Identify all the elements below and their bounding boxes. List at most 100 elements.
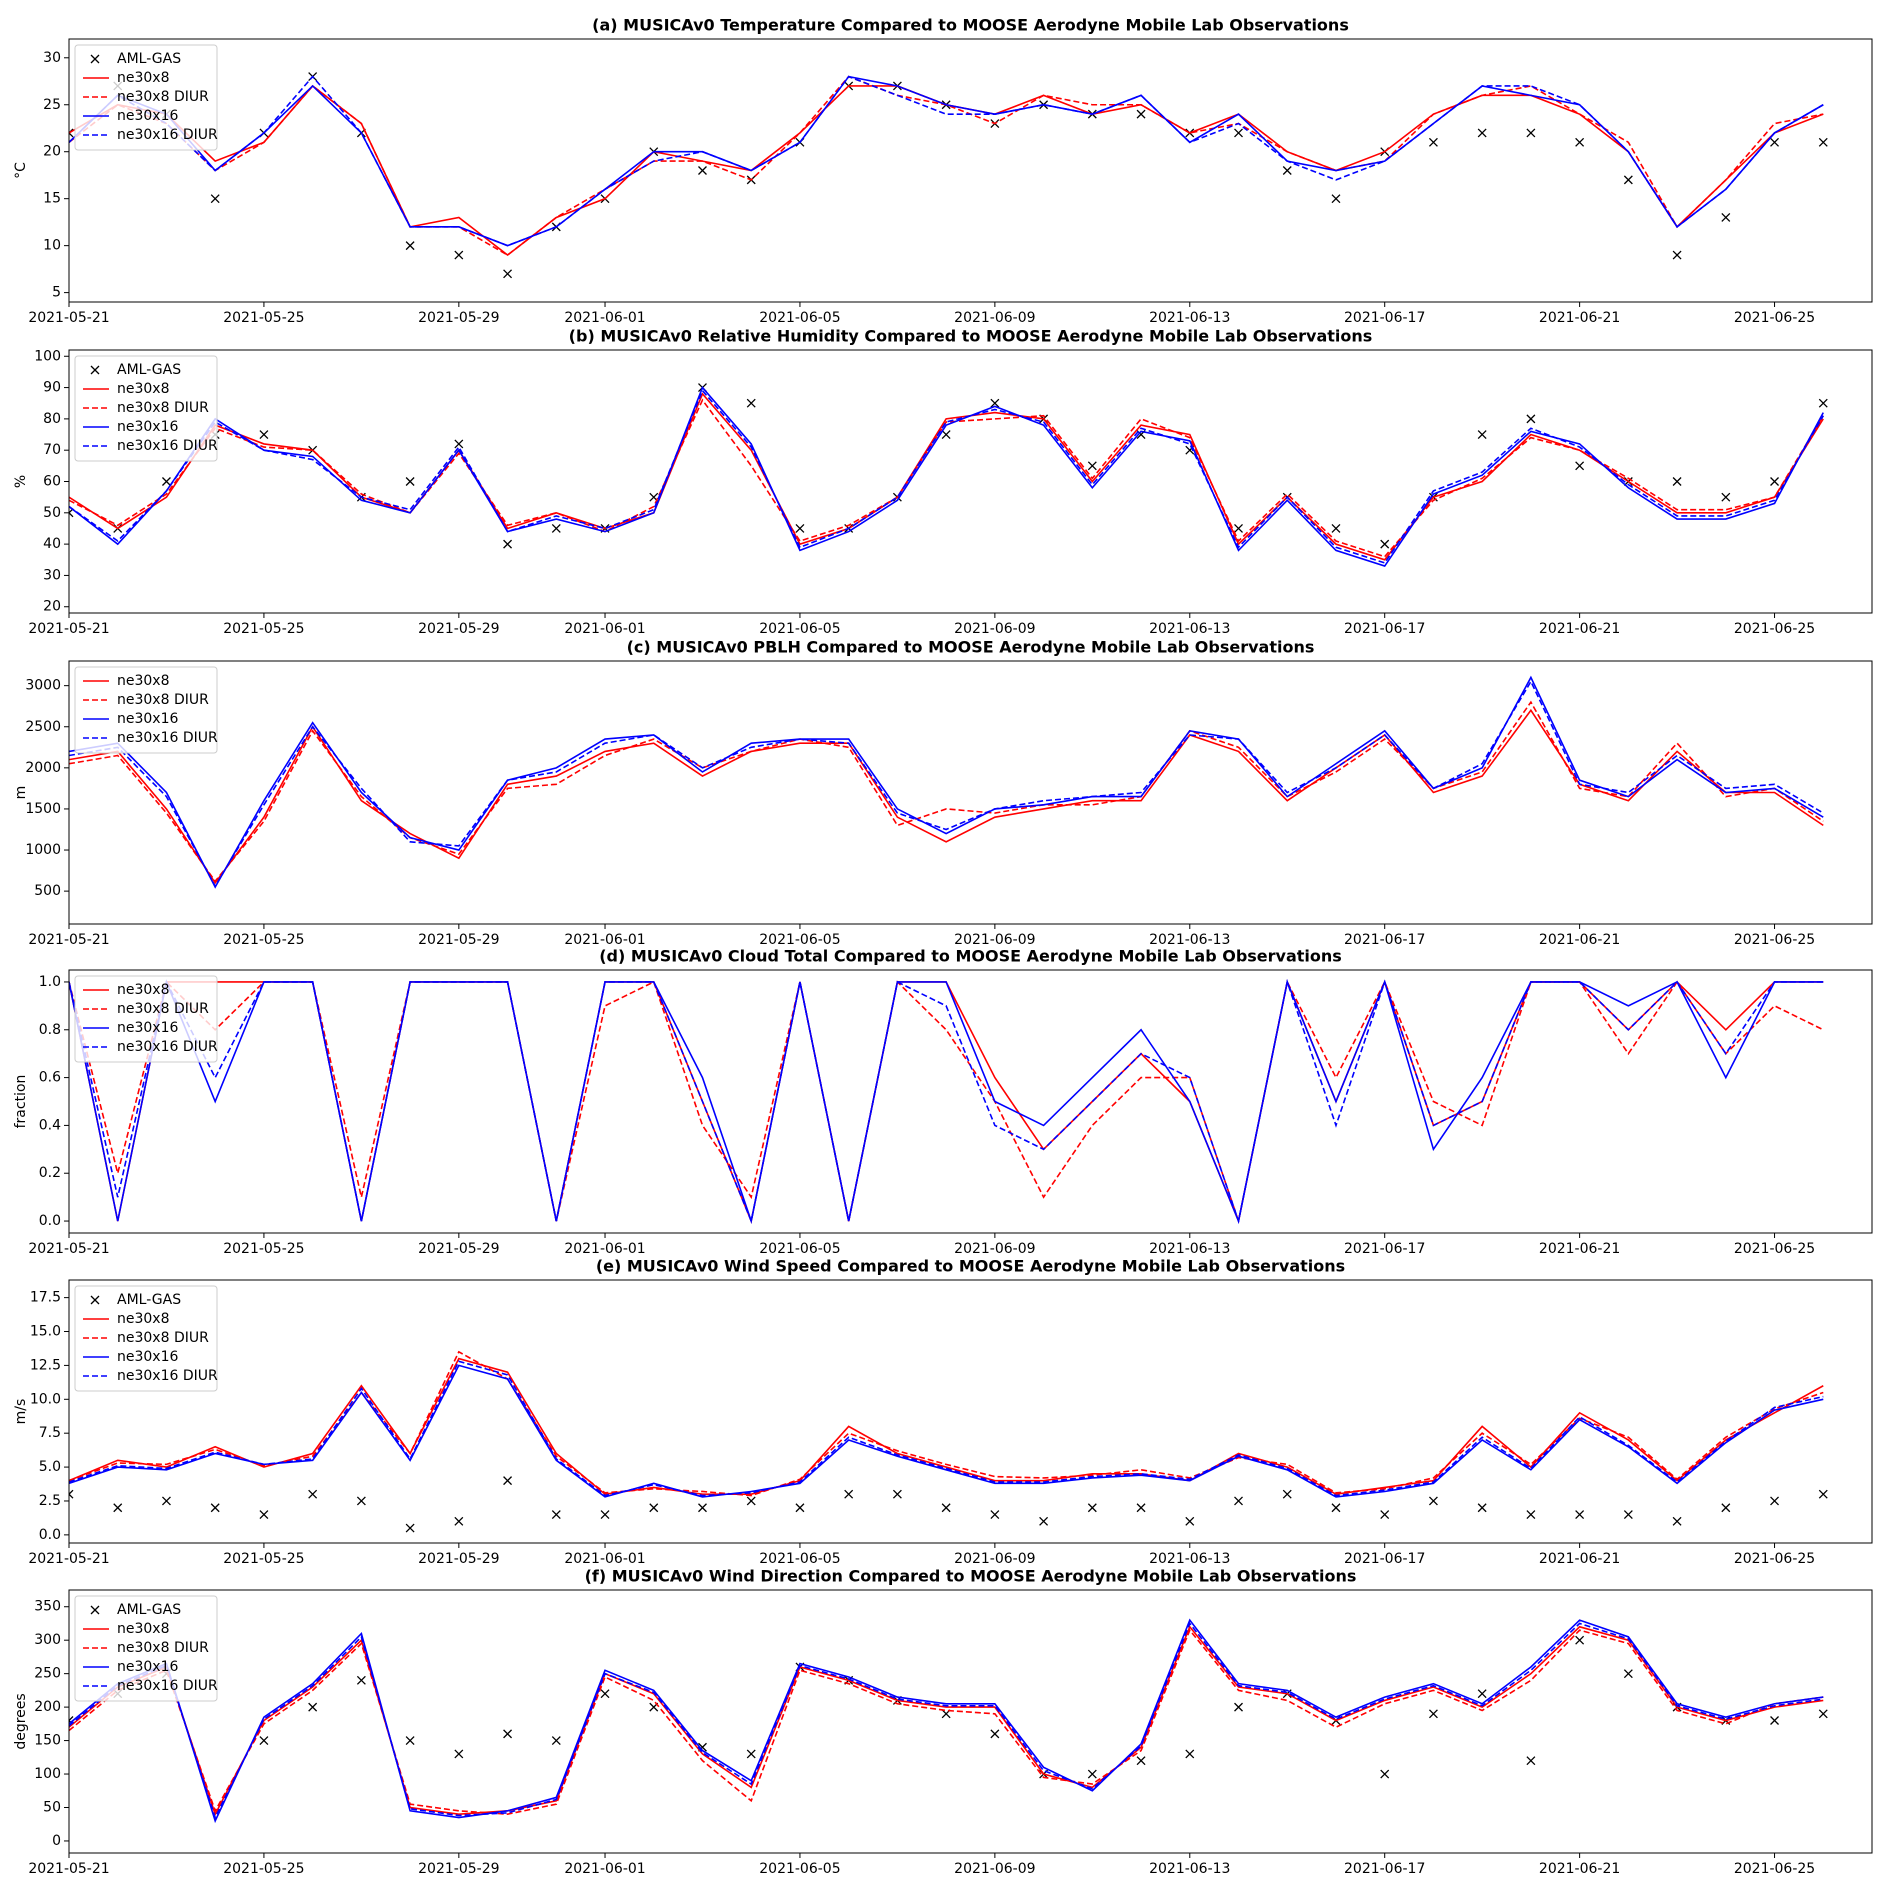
- observation-marker: [503, 539, 513, 549]
- observation-marker: [210, 1503, 220, 1513]
- observation-marker: [1770, 477, 1779, 486]
- legend-box: [74, 355, 218, 462]
- observation-marker: [1818, 1709, 1828, 1719]
- x-tick-label: 2021-05-25: [223, 1551, 304, 1567]
- observation-marker: [600, 1689, 610, 1699]
- observation-marker: [405, 1523, 415, 1533]
- observation-marker: [941, 430, 951, 439]
- y-tick-label: 10.0: [30, 1391, 61, 1407]
- observation-marker: [1623, 1510, 1633, 1519]
- observation-marker: [1477, 430, 1487, 439]
- y-tick-label: 0.4: [39, 1117, 61, 1133]
- observation-marker: [503, 1729, 513, 1739]
- x-tick-label: 2021-06-09: [954, 1241, 1035, 1257]
- observation-marker: [69, 508, 74, 518]
- y-tick-label: 5.0: [39, 1459, 61, 1475]
- y-tick-label: 10: [43, 238, 61, 254]
- series-line: [69, 1625, 1824, 1817]
- observation-marker: [1380, 1510, 1390, 1519]
- x-tick-label: 2021-06-09: [954, 1551, 1035, 1567]
- x-tick-label: 2021-06-09: [954, 621, 1035, 637]
- legend-label: ne30x16 DIUR: [117, 1368, 218, 1384]
- x-tick-label: 2021-06-17: [1344, 310, 1425, 326]
- axes-frame: [68, 349, 1873, 614]
- observation-marker: [1818, 1489, 1828, 1499]
- observation-marker: [1818, 398, 1828, 408]
- observation-marker: [1428, 137, 1438, 147]
- observation-marker: [356, 1496, 366, 1506]
- y-tick-label: 7.5: [39, 1425, 61, 1441]
- observation-marker: [503, 1476, 513, 1486]
- observation-marker: [1575, 137, 1585, 147]
- y-tick-label: 25: [43, 97, 61, 113]
- observation-marker: [1770, 137, 1779, 147]
- observation-marker: [746, 1749, 756, 1759]
- panel: (b) MUSICAv0 Relative Humidity Compared …: [13, 327, 1873, 637]
- legend: AML-GAS ne30x8 ne30x8 DIUR ne30x16 ne30x16 D…: [74, 355, 218, 462]
- observation-marker: [1282, 166, 1292, 175]
- legend-box: [74, 975, 218, 1063]
- axes-frame: [68, 660, 1873, 925]
- observation-marker: [1526, 414, 1536, 424]
- observation-marker: [1721, 492, 1731, 502]
- panel: (e) MUSICAv0 Wind Speed Compared to MOOS…: [13, 1257, 1873, 1567]
- y-tick-label: 80: [43, 411, 61, 427]
- series-line: [69, 979, 1824, 1224]
- legend: AML-GAS ne30x8 ne30x8 DIUR ne30x16 ne30x16 D…: [74, 1595, 218, 1702]
- observation-marker: [1623, 175, 1633, 185]
- series-line: [69, 679, 1824, 888]
- y-tick-label: 2500: [25, 719, 61, 735]
- observation-marker: [1136, 109, 1146, 119]
- x-tick-label: 2021-06-25: [1734, 1861, 1815, 1877]
- x-tick-label: 2021-05-29: [418, 1241, 499, 1257]
- observation-marker: [1428, 1496, 1438, 1506]
- series-line: [69, 979, 1824, 1225]
- observation-marker: [1087, 1503, 1097, 1513]
- observation-marker: [600, 1510, 610, 1519]
- observation-marker: [1039, 1516, 1049, 1526]
- y-tick-label: 30: [43, 567, 61, 583]
- observation-marker: [405, 241, 415, 251]
- series-line: [69, 1628, 1824, 1815]
- observation-marker: [1721, 213, 1731, 222]
- legend-label: ne30x16 DIUR: [117, 1039, 218, 1055]
- observation-marker: [454, 1516, 464, 1526]
- plot-area: [69, 675, 1824, 889]
- observation-marker: [69, 1489, 74, 1499]
- y-tick-label: 15.0: [30, 1324, 61, 1340]
- observation-marker: [1087, 461, 1097, 471]
- observation-marker: [1234, 1702, 1243, 1712]
- x-tick-label: 2021-06-01: [564, 621, 645, 637]
- y-tick-label: 0.0: [39, 1213, 61, 1229]
- series-line: [69, 1618, 1824, 1824]
- series-line: [69, 675, 1824, 889]
- observation-marker: [1234, 524, 1243, 533]
- observation-marker: [454, 1749, 464, 1759]
- y-axis-label: m/s: [13, 1399, 29, 1425]
- series-line: [69, 75, 1824, 256]
- y-tick-label: 2.5: [39, 1493, 61, 1509]
- plot-area: [69, 978, 1824, 1225]
- series-line: [69, 979, 1824, 1225]
- series-line: [69, 708, 1824, 885]
- observation-marker: [551, 1510, 561, 1519]
- observation-marker: [1672, 250, 1682, 260]
- observation-marker: [1331, 524, 1341, 533]
- y-tick-label: 30: [43, 50, 61, 66]
- x-tick-label: 2021-06-21: [1539, 1241, 1620, 1257]
- observation-marker: [1575, 461, 1585, 471]
- observation-marker: [454, 250, 464, 260]
- observation-marker: [1526, 1756, 1536, 1766]
- x-tick-label: 2021-05-21: [28, 1241, 109, 1257]
- y-tick-label: 0.6: [39, 1070, 61, 1086]
- x-tick-label: 2021-05-25: [223, 1241, 304, 1257]
- y-tick-label: 150: [34, 1733, 61, 1749]
- x-tick-label: 2021-06-05: [759, 1241, 840, 1257]
- legend: ne30x8 ne30x8 DIUR ne30x16 ne30x16 DIUR: [74, 975, 218, 1063]
- panel: (c) MUSICAv0 PBLH Compared to MOOSE Aero…: [13, 638, 1873, 948]
- y-tick-label: 17.5: [30, 1290, 61, 1306]
- x-tick-label: 2021-06-17: [1344, 1241, 1425, 1257]
- y-tick-label: 70: [43, 442, 61, 458]
- observation-marker: [1477, 1689, 1487, 1699]
- x-tick-label: 2021-06-21: [1539, 310, 1620, 326]
